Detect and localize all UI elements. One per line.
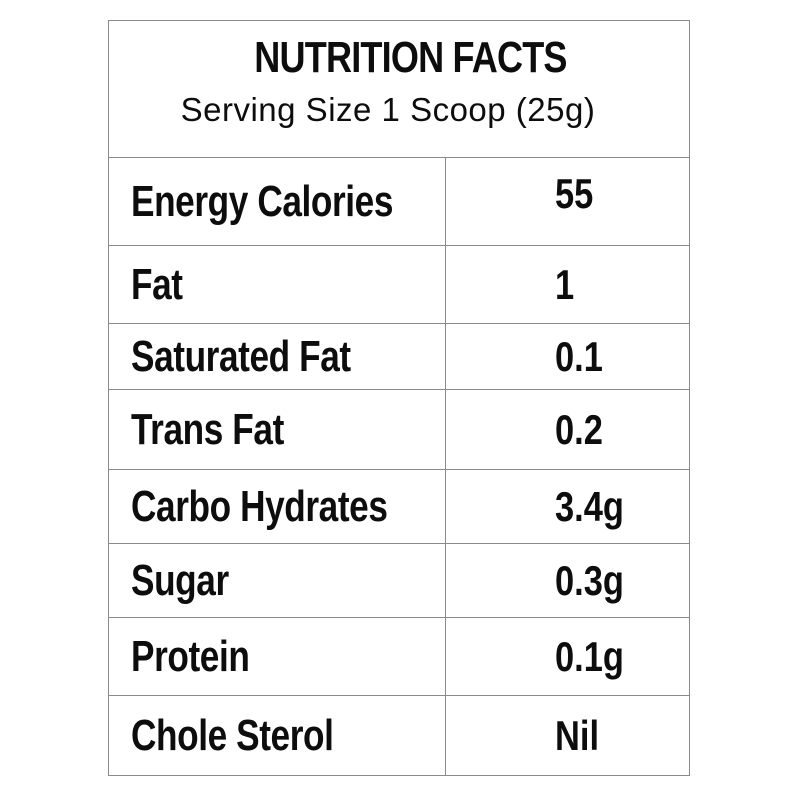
serving-size: Serving Size 1 Scoop (25g) [180,91,596,128]
nutrient-value: 0.1 [555,332,603,380]
table-row: Energy Calories 55 [109,158,689,246]
table-row: Trans Fat 0.2 [109,390,689,470]
column-divider [445,158,446,776]
nutrient-value: 3.4g [555,482,624,530]
nutrient-value: 0.2 [555,405,603,453]
nutrient-name: Energy Calories [131,176,394,226]
nutrient-value: 0.1g [555,632,624,680]
nutrient-value: 0.3g [555,556,624,604]
nutrient-name: Protein [131,631,250,681]
label-title: NUTRITION FACTS [254,33,567,82]
nutrient-name: Trans Fat [131,404,284,454]
table-row: Sugar 0.3g [109,544,689,618]
nutrient-name: Chole Sterol [131,711,334,760]
nutrient-value: 1 [555,260,575,308]
table-row: Protein 0.1g [109,618,689,696]
nutrition-table: Energy Calories 55 Fat 1 Saturated Fat 0… [109,158,689,776]
nutrition-label: NUTRITION FACTS Serving Size 1 Scoop (25… [108,20,690,776]
nutrient-name: Sugar [131,555,229,605]
table-row: Carbo Hydrates 3.4g [109,470,689,544]
nutrient-name: Saturated Fat [131,331,351,381]
nutrient-name: Carbo Hydrates [131,481,388,531]
table-row: Chole Sterol Nil [109,696,689,776]
label-header: NUTRITION FACTS Serving Size 1 Scoop (25… [109,21,689,158]
nutrient-value: 55 [555,169,594,217]
nutrient-value: Nil [555,712,600,759]
table-row: Saturated Fat 0.1 [109,324,689,390]
table-row: Fat 1 [109,246,689,324]
nutrient-name: Fat [131,259,183,309]
